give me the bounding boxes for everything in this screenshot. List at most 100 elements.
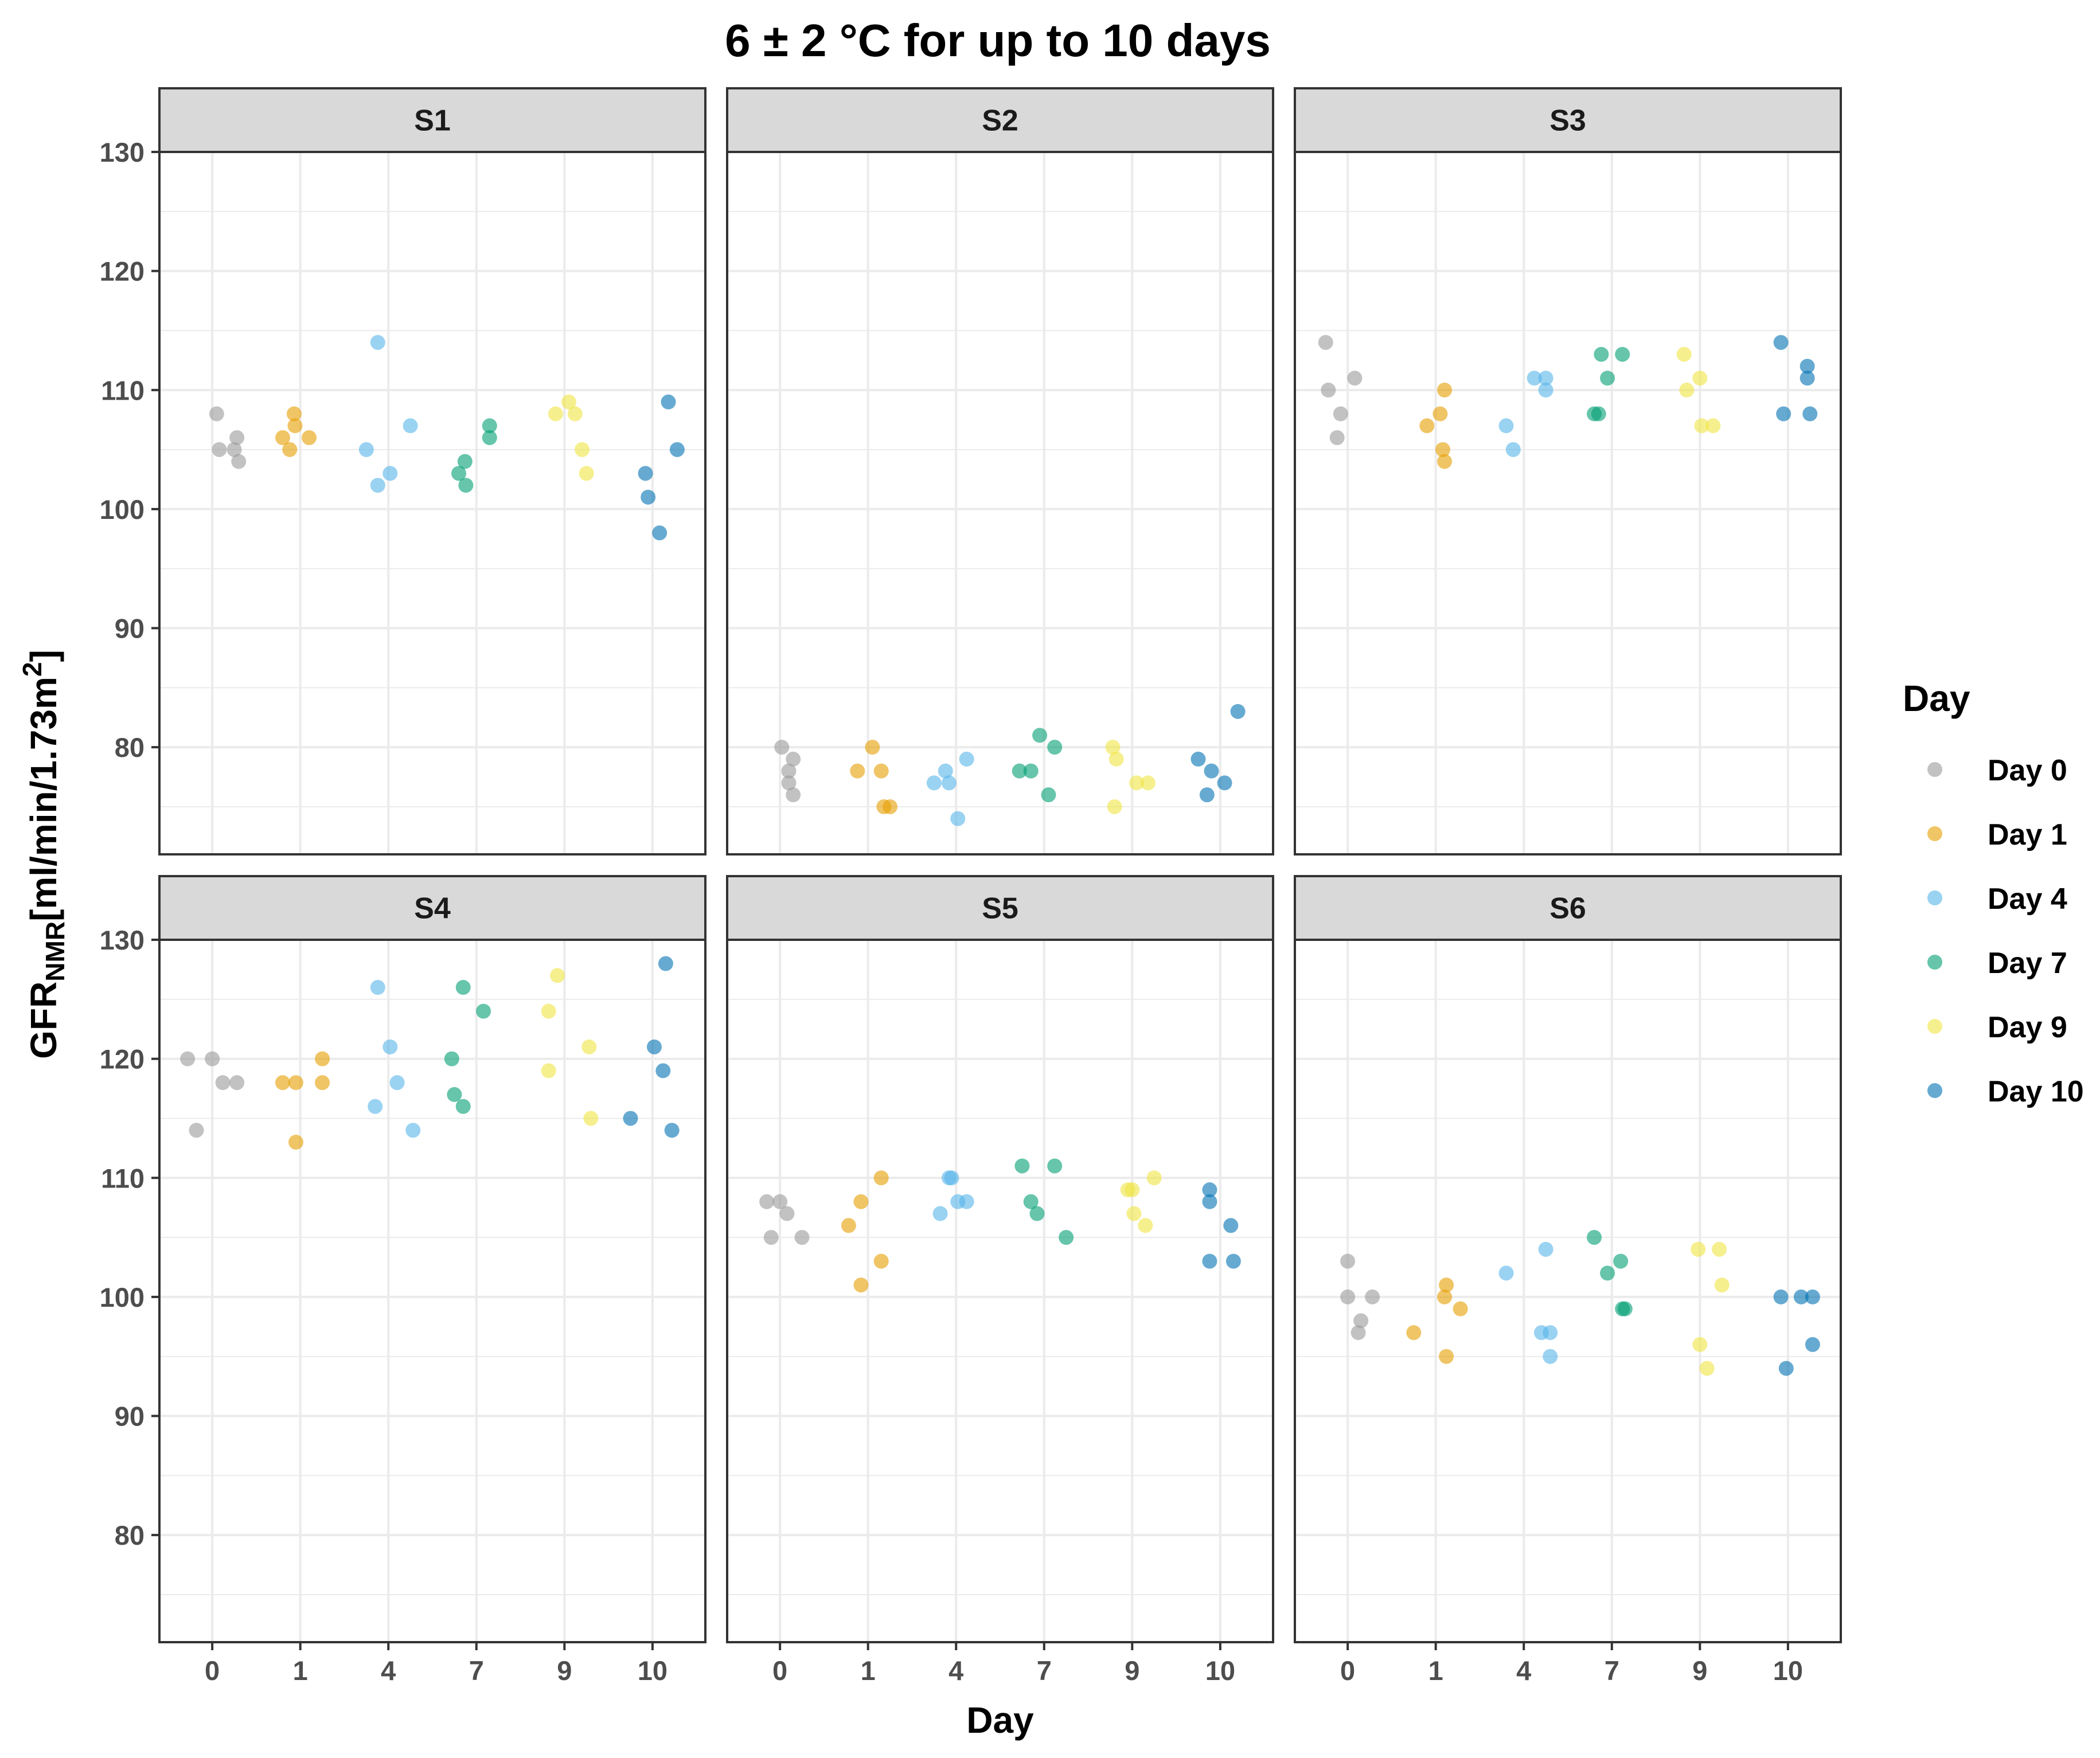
data-point-day-4	[1498, 1265, 1514, 1281]
y-tick-label: 80	[115, 732, 145, 763]
y-axis-title-unit: [ml/min/1.73m	[23, 677, 64, 921]
data-point-day-9	[561, 394, 576, 410]
y-axis: 80 90 100 110 120 130	[100, 137, 159, 763]
data-point-day-4	[368, 1099, 383, 1114]
panel-border	[1294, 939, 1842, 1643]
data-point-day-9	[1691, 1241, 1706, 1257]
facet-panel-s5: S5 0 1 4 7 9 10	[726, 875, 1274, 1686]
data-point-day-7	[482, 430, 497, 446]
data-point-day-4	[403, 418, 418, 433]
data-point-day-10	[1776, 406, 1791, 421]
data-point-day-9	[1140, 775, 1156, 791]
x-tick-label: 10	[1205, 1655, 1235, 1686]
data-point-day-4	[382, 466, 398, 481]
data-point-day-9	[583, 1111, 599, 1126]
data-point-day-10	[664, 1123, 680, 1138]
data-point-day-7	[1029, 1206, 1045, 1221]
facet-strip-label: S2	[982, 104, 1018, 138]
data-point-day-4	[1538, 1241, 1553, 1257]
data-point-day-7	[1041, 787, 1056, 803]
data-point-day-10	[652, 525, 668, 541]
data-point-day-10	[1793, 1289, 1809, 1304]
legend-label: Day 4	[1988, 882, 2067, 916]
facet-strip	[158, 87, 706, 153]
data-point-day-0	[1347, 370, 1363, 386]
data-point-day-9	[1712, 1241, 1727, 1257]
legend-item: Day 1	[1927, 818, 2067, 851]
data-point-day-7	[1591, 406, 1606, 421]
data-point-day-10	[1225, 1253, 1241, 1269]
data-point-day-7	[451, 466, 467, 481]
data-point-day-7	[457, 454, 473, 469]
x-tick-label: 4	[1516, 1655, 1531, 1686]
data-point-day-1	[1437, 454, 1453, 469]
data-point-day-0	[212, 442, 227, 458]
data-point-day-4	[959, 1194, 974, 1209]
y-axis-title-subscript: NMR	[40, 921, 70, 982]
data-point-day-1	[853, 1278, 869, 1293]
data-point-day-9	[581, 1039, 597, 1054]
y-axis-title-main: GFR	[23, 982, 64, 1059]
data-point-day-10	[1190, 751, 1206, 767]
data-point-day-10	[1773, 335, 1789, 350]
y-tick-label: 100	[100, 494, 145, 525]
data-point-day-10	[1805, 1289, 1820, 1304]
data-point-day-9	[1676, 346, 1692, 362]
data-point-day-0	[189, 1123, 204, 1138]
data-point-day-1	[1419, 418, 1435, 433]
data-point-day-4	[382, 1039, 398, 1054]
chart-title: 6 ± 2 °C for up to 10 days	[725, 15, 1271, 66]
y-axis: 80 90 100 110 120 130	[100, 925, 159, 1550]
x-tick-label: 0	[772, 1655, 787, 1686]
data-point-day-7	[1012, 763, 1027, 779]
data-point-day-0	[1353, 1313, 1369, 1329]
legend-item: Day 0	[1927, 754, 2067, 787]
y-tick-label: 100	[100, 1282, 145, 1312]
x-tick-label: 9	[557, 1655, 572, 1686]
y-axis-title-close: ]	[23, 650, 64, 662]
data-point-day-4	[389, 1075, 405, 1091]
data-point-day-1	[288, 1075, 303, 1091]
data-point-day-1	[315, 1075, 330, 1091]
data-point-day-7	[1023, 1194, 1039, 1209]
data-point-day-4	[370, 478, 385, 493]
data-point-day-1	[865, 740, 880, 755]
data-point-day-1	[850, 763, 865, 779]
data-point-day-1	[1437, 1289, 1453, 1304]
legend-key	[1927, 826, 1942, 841]
data-point-day-1	[302, 430, 317, 446]
data-point-day-9	[1692, 370, 1708, 386]
data-point-day-9	[541, 1063, 556, 1079]
data-point-day-10	[1805, 1337, 1820, 1352]
gridlines	[1295, 939, 1841, 1642]
facet-panel-s2: S2	[726, 87, 1274, 855]
data-point-day-0	[231, 454, 247, 469]
data-point-day-9	[575, 442, 590, 458]
data-point-day-10	[641, 490, 656, 505]
facet-panel-s1: S1 80 90 100 110 120 130	[100, 87, 706, 855]
data-point-day-1	[841, 1218, 856, 1233]
data-point-day-10	[1204, 763, 1219, 779]
data-point-day-10	[1778, 1361, 1794, 1376]
data-point-day-7	[1032, 728, 1048, 743]
data-point-day-1	[1439, 1349, 1454, 1364]
svg-text:GFRNMR[ml/min/1.73m2]: GFRNMR[ml/min/1.73m2]	[17, 650, 70, 1059]
data-point-day-4	[1498, 418, 1514, 433]
data-point-day-1	[873, 1170, 889, 1186]
data-point-day-4	[405, 1123, 421, 1138]
x-tick-label: 10	[1773, 1655, 1803, 1686]
data-point-day-4	[358, 442, 374, 458]
legend-label: Day 0	[1988, 754, 2067, 787]
data-point-day-0	[1318, 335, 1333, 350]
y-tick-label: 110	[101, 1163, 145, 1193]
data-point-day-0	[229, 430, 245, 446]
data-point-day-4	[944, 1170, 959, 1186]
data-point-day-4	[1543, 1325, 1558, 1341]
y-tick-label: 90	[115, 614, 145, 644]
data-point-day-7	[458, 478, 474, 493]
data-point-day-10	[1800, 358, 1815, 374]
data-point-day-1	[275, 430, 290, 446]
data-point-day-1	[1453, 1301, 1468, 1316]
legend-label: Day 9	[1988, 1011, 2067, 1044]
